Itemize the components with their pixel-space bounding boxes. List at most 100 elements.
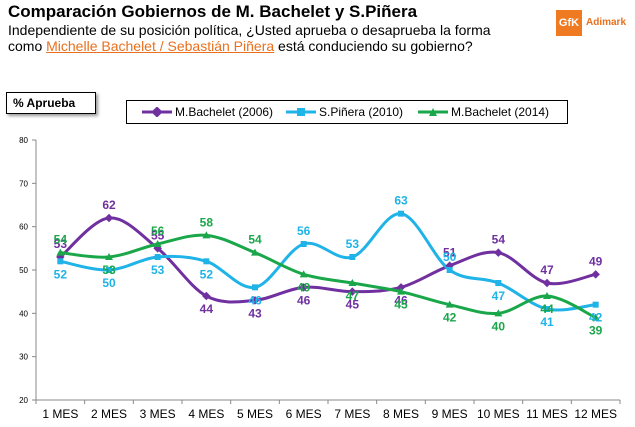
series-line-bachelet-2014 [60, 233, 597, 320]
data-point-pinera-2010 [203, 258, 210, 265]
data-label-bachelet-2014: 53 [102, 263, 116, 277]
data-point-bachelet-2014 [153, 240, 162, 247]
data-point-pinera-2010 [106, 267, 112, 273]
data-point-bachelet-2006 [591, 270, 600, 279]
data-point-pinera-2010 [252, 284, 258, 291]
x-tick-label: 10 MES [477, 407, 520, 421]
chart-legend: M.Bachelet (2006) S.Piñera (2010) M.Bach… [126, 100, 568, 124]
data-label-pinera-2010: 46 [248, 293, 262, 307]
data-point-bachelet-2006 [202, 291, 211, 301]
survey-question: Independiente de su posición política, ¿… [8, 22, 528, 54]
data-label-bachelet-2006: 44 [200, 302, 214, 316]
data-label-bachelet-2006: 47 [540, 263, 554, 277]
data-point-bachelet-2006 [494, 248, 503, 257]
y-tick-label: 80 [19, 136, 28, 145]
data-label-pinera-2010: 53 [346, 237, 360, 251]
data-label-pinera-2010: 50 [443, 250, 457, 264]
x-tick-label: 12 MES [574, 407, 617, 421]
question-text-end: está conduciendo su gobierno? [274, 38, 473, 54]
x-tick-label: 7 MES [334, 407, 370, 421]
legend-label-pinera-2010: S.Piñera (2010) [319, 105, 404, 119]
legend-swatch-bachelet-2014 [418, 108, 448, 116]
data-point-bachelet-2014 [543, 292, 551, 299]
data-label-bachelet-2006: 54 [492, 233, 506, 247]
legend-label-bachelet-2014: M.Bachelet (2014) [451, 105, 550, 119]
page-title: Comparación Gobiernos de M. Bachelet y S… [8, 2, 418, 21]
data-label-bachelet-2006: 45 [346, 298, 360, 312]
data-label-pinera-2010: 52 [54, 267, 68, 281]
data-point-bachelet-2014 [591, 313, 600, 321]
x-tick-label: 3 MES [140, 407, 176, 421]
data-point-bachelet-2006 [348, 287, 357, 296]
x-tick-label: 9 MES [432, 407, 468, 421]
data-label-pinera-2010: 47 [492, 289, 506, 303]
question-text-start: Independiente de su posición política, ¿… [8, 22, 491, 54]
data-label-bachelet-2006: 43 [248, 306, 262, 320]
data-point-bachelet-2006 [250, 296, 260, 305]
data-point-bachelet-2014 [494, 309, 503, 317]
data-point-bachelet-2014 [202, 231, 211, 239]
data-label-bachelet-2014: 49 [297, 280, 311, 294]
data-point-pinera-2010 [154, 254, 161, 260]
data-point-bachelet-2014 [56, 248, 65, 256]
data-label-bachelet-2014: 56 [151, 224, 165, 238]
y-axis-label: % Aprueba [6, 92, 96, 114]
data-label-bachelet-2014: 54 [54, 233, 68, 247]
data-point-bachelet-2006 [299, 283, 308, 292]
data-point-pinera-2010 [398, 210, 404, 217]
x-tick-label: 6 MES [286, 407, 322, 421]
data-label-bachelet-2014: 45 [394, 298, 408, 312]
data-point-pinera-2010 [300, 241, 307, 247]
data-label-pinera-2010: 53 [151, 263, 165, 277]
data-label-bachelet-2006: 62 [102, 198, 116, 212]
data-point-bachelet-2014 [299, 270, 308, 278]
data-point-pinera-2010 [349, 254, 356, 260]
data-label-bachelet-2014: 47 [346, 289, 360, 303]
data-label-bachelet-2006: 49 [589, 254, 603, 268]
y-tick-label: 50 [19, 266, 28, 275]
question-highlight: Michelle Bachelet / Sebastián Piñera [46, 38, 275, 54]
data-label-pinera-2010: 56 [297, 224, 311, 238]
data-label-bachelet-2006: 51 [443, 246, 457, 260]
data-label-bachelet-2014: 40 [492, 319, 506, 333]
data-label-bachelet-2006: 53 [54, 237, 68, 251]
y-tick-label: 30 [19, 353, 28, 362]
data-point-bachelet-2014 [251, 248, 259, 256]
data-point-bachelet-2006 [542, 278, 552, 288]
data-point-pinera-2010 [592, 301, 599, 308]
data-point-bachelet-2006 [104, 213, 114, 223]
legend-swatch-bachelet-2006 [142, 107, 172, 117]
legend-swatch-pinera-2010 [286, 108, 316, 116]
data-label-pinera-2010: 63 [394, 194, 408, 208]
data-point-pinera-2010 [57, 258, 64, 265]
data-label-bachelet-2014: 39 [589, 324, 603, 338]
y-tick-label: 70 [19, 179, 28, 188]
data-point-bachelet-2014 [105, 253, 113, 260]
gfk-logo-mark: GfK [556, 10, 582, 36]
data-label-bachelet-2006: 46 [297, 293, 311, 307]
y-tick-label: 60 [19, 223, 28, 232]
data-label-pinera-2010: 41 [540, 315, 554, 329]
data-label-bachelet-2006: 46 [394, 293, 408, 307]
data-point-bachelet-2014 [397, 287, 405, 295]
x-tick-label: 8 MES [383, 407, 419, 421]
data-point-bachelet-2006 [396, 283, 406, 292]
data-point-pinera-2010 [544, 306, 550, 312]
data-point-pinera-2010 [495, 280, 502, 286]
data-point-pinera-2010 [446, 267, 453, 273]
data-label-pinera-2010: 42 [589, 311, 603, 325]
data-point-bachelet-2014 [445, 300, 454, 308]
x-tick-label: 2 MES [91, 407, 127, 421]
adimark-logo-text: Adimark [586, 17, 627, 28]
x-tick-label: 5 MES [237, 407, 273, 421]
data-label-bachelet-2014: 58 [200, 215, 214, 229]
y-tick-label: 20 [19, 396, 28, 405]
gfk-adimark-logo: GfK Adimark [556, 10, 632, 40]
data-label-pinera-2010: 52 [200, 267, 214, 281]
y-tick-label: 40 [19, 309, 28, 318]
data-label-bachelet-2014: 42 [443, 311, 457, 325]
x-tick-label: 11 MES [526, 407, 568, 421]
x-tick-label: 4 MES [188, 407, 224, 421]
data-label-bachelet-2014: 54 [248, 233, 262, 247]
